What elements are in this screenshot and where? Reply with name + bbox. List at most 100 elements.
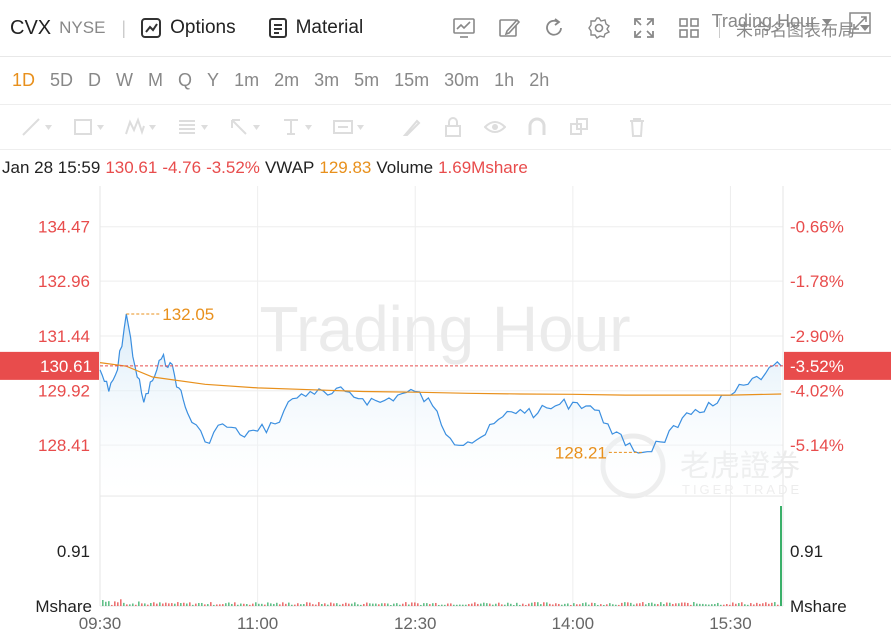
caret-down-icon[interactable] xyxy=(97,124,104,130)
volume-bar xyxy=(225,603,227,606)
y-axis-right-tick: -1.78% xyxy=(790,272,844,291)
volume-bar xyxy=(276,602,278,606)
volume-bar xyxy=(192,604,194,606)
volume-bar xyxy=(300,604,302,606)
caret-down-icon[interactable] xyxy=(357,124,364,130)
gear-icon[interactable] xyxy=(587,16,611,40)
low-price-label: 128.21 xyxy=(555,443,607,462)
volume-bar xyxy=(168,603,170,606)
volume-bar xyxy=(363,603,365,606)
volume-bar xyxy=(549,603,551,606)
chart-type-icon[interactable] xyxy=(452,16,476,40)
volume-bar xyxy=(765,602,767,606)
caret-down-icon[interactable] xyxy=(201,124,208,130)
volume-bar xyxy=(132,603,134,606)
current-price-tag xyxy=(0,351,99,380)
volume-bar xyxy=(417,603,419,606)
current-pct-tag xyxy=(784,351,891,380)
period-2m[interactable]: 2m xyxy=(274,69,300,90)
magnet-icon[interactable] xyxy=(526,116,548,138)
trend-line-icon[interactable] xyxy=(20,116,42,138)
copy-icon[interactable] xyxy=(568,116,590,138)
volume-bar xyxy=(564,603,566,606)
trash-icon[interactable] xyxy=(626,116,648,138)
volume-bar xyxy=(567,603,569,606)
rectangle-icon[interactable] xyxy=(72,116,94,138)
volume-bar xyxy=(144,603,146,606)
volume-bar xyxy=(570,604,572,606)
volume-bar xyxy=(519,604,521,606)
options-button[interactable]: Options xyxy=(140,17,236,39)
volume-bar xyxy=(366,602,368,606)
caret-down-icon[interactable] xyxy=(305,124,312,130)
arrow-icon[interactable] xyxy=(228,116,250,138)
price-label-icon[interactable] xyxy=(332,116,354,138)
period-30m[interactable]: 30m xyxy=(444,69,480,90)
volume-bar xyxy=(156,603,158,606)
volume-bar xyxy=(705,604,707,606)
layout-dropdown[interactable]: 未命名图表布局 xyxy=(736,16,871,41)
period-5m[interactable]: 5m xyxy=(354,69,380,90)
y-axis-right-tick: -4.02% xyxy=(790,382,844,401)
period-5d[interactable]: 5D xyxy=(50,69,74,90)
eye-icon[interactable] xyxy=(484,116,506,138)
ticker-symbol[interactable]: CVX xyxy=(10,16,52,39)
y-axis-left-tick: 132.96 xyxy=(38,272,90,291)
volume-bar xyxy=(153,602,155,606)
pattern-icon[interactable] xyxy=(124,116,146,138)
intraday-chart[interactable]: Trading Hour老虎證券TIGER TRADE132.05128.211… xyxy=(0,186,891,633)
volume-bar xyxy=(684,602,686,606)
session-dropdown[interactable]: Trading Hour xyxy=(712,11,833,32)
volume-bar xyxy=(201,602,203,606)
volume-bar xyxy=(210,602,212,606)
fullscreen-icon[interactable] xyxy=(632,16,656,40)
period-15m[interactable]: 15m xyxy=(394,69,430,90)
material-button[interactable]: Material xyxy=(268,17,363,39)
vwap-value: 129.83 xyxy=(319,158,372,177)
period-m[interactable]: M xyxy=(148,69,164,90)
period-3m[interactable]: 3m xyxy=(314,69,340,90)
period-1h[interactable]: 1h xyxy=(494,69,515,90)
volume-bar xyxy=(459,604,461,606)
volume-bar xyxy=(588,604,590,606)
session-watermark: Trading Hour xyxy=(259,293,630,365)
volume-bar xyxy=(204,604,206,606)
period-1d[interactable]: 1D xyxy=(12,69,36,90)
caret-down-icon[interactable] xyxy=(253,124,260,130)
volume-bar xyxy=(573,603,575,606)
volume-bar xyxy=(294,604,296,606)
volume-bar xyxy=(471,603,473,606)
period-y[interactable]: Y xyxy=(207,69,220,90)
volume-bar xyxy=(630,602,632,606)
caret-down-icon xyxy=(822,18,832,25)
caret-down-icon[interactable] xyxy=(45,124,52,130)
volume-bar xyxy=(351,603,353,606)
period-2h[interactable]: 2h xyxy=(529,69,550,90)
refresh-icon[interactable] xyxy=(542,16,566,40)
edit-icon[interactable] xyxy=(497,16,521,40)
volume-bar xyxy=(288,602,290,606)
volume-bar xyxy=(543,602,545,606)
volume-bar xyxy=(642,602,644,606)
exchange-label: NYSE xyxy=(59,18,106,37)
volume-bar xyxy=(177,602,179,606)
grid-layout-icon[interactable] xyxy=(677,16,701,40)
volume-bar xyxy=(315,604,317,606)
brush-icon[interactable] xyxy=(400,116,422,138)
period-1m[interactable]: 1m xyxy=(234,69,260,90)
caret-down-icon[interactable] xyxy=(149,124,156,130)
lock-icon[interactable] xyxy=(442,116,464,138)
expand-icon[interactable] xyxy=(849,12,871,34)
volume-bar xyxy=(468,604,470,606)
volume-bar xyxy=(318,602,320,606)
volume-bar xyxy=(405,602,407,606)
text-icon[interactable] xyxy=(280,116,302,138)
fibonacci-icon[interactable] xyxy=(176,116,198,138)
volume-bar xyxy=(111,604,113,606)
y-axis-right-tick: -5.14% xyxy=(790,436,844,455)
period-d[interactable]: D xyxy=(88,69,102,90)
price-change: -4.76 xyxy=(162,158,202,177)
volume-bar xyxy=(516,602,518,606)
period-q[interactable]: Q xyxy=(178,69,193,90)
period-w[interactable]: W xyxy=(116,69,134,90)
